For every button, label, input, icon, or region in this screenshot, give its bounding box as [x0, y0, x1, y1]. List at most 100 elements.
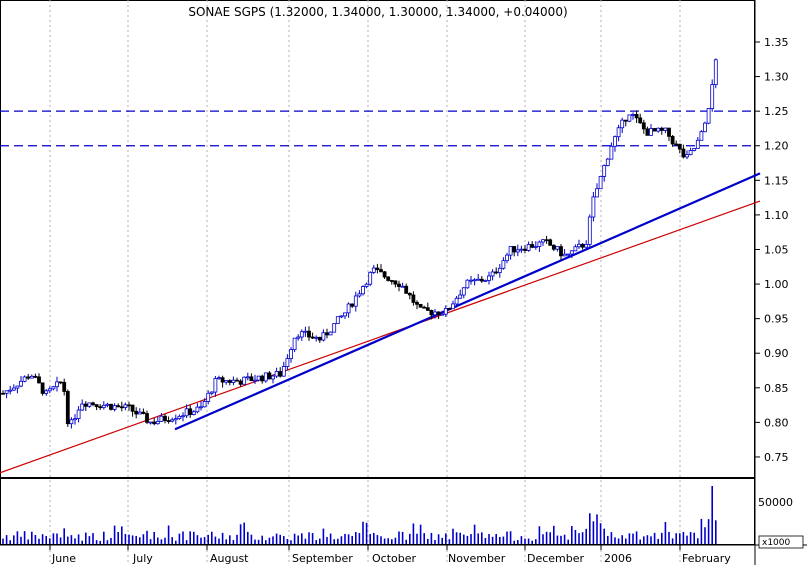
candle-body — [231, 379, 236, 383]
candle-body — [631, 114, 635, 116]
candle-body — [33, 375, 38, 378]
candle-body — [659, 127, 664, 131]
candle-body — [339, 315, 344, 318]
candle-body — [479, 278, 484, 282]
candle-body — [94, 404, 99, 408]
x-month-label: June — [51, 552, 76, 565]
candle-body — [213, 378, 218, 393]
candle-body — [80, 403, 85, 411]
y-tick-label: 1.05 — [764, 243, 789, 256]
trend-lines — [0, 172, 761, 474]
candle-body — [206, 392, 211, 402]
candle-body — [260, 375, 265, 382]
candle-body — [670, 135, 675, 145]
candle-body — [155, 420, 160, 425]
candle-body — [328, 331, 333, 336]
y-axis-ticks: 1.35 1.30 1.25 1.20 1.15 1.10 1.05 1.00 0.95 0.90… — [755, 36, 789, 464]
candle-body — [73, 418, 77, 421]
candle-body — [296, 336, 301, 339]
candle-body — [566, 253, 571, 256]
candle-body — [368, 271, 373, 285]
y-tick-label: 0.75 — [764, 451, 789, 464]
candle-body — [418, 303, 423, 308]
candle-body — [145, 413, 149, 423]
candle-body — [602, 165, 607, 177]
candle-body — [58, 381, 63, 384]
candle-body — [141, 411, 146, 414]
candle-body — [314, 336, 319, 339]
candle-body — [278, 371, 283, 377]
candle-body — [569, 250, 574, 255]
x-month-label: August — [210, 552, 249, 565]
y-tick-label: 0.95 — [764, 313, 789, 326]
candle-body — [137, 411, 142, 415]
candle-body — [562, 253, 567, 257]
candle-body — [433, 311, 437, 316]
candle-body — [127, 404, 131, 407]
candle-body — [55, 381, 59, 388]
candle-body — [195, 406, 200, 413]
candle-body — [609, 145, 614, 160]
x-month-label: December — [527, 552, 585, 565]
candle-body — [508, 246, 513, 256]
candle-body — [494, 271, 499, 274]
candle-body — [411, 294, 416, 303]
candle-body — [202, 401, 207, 408]
candle-body — [159, 415, 164, 422]
candle-body — [335, 316, 340, 324]
x-month-label: July — [132, 552, 153, 565]
candle-body — [245, 376, 250, 379]
candle-body — [713, 59, 718, 85]
support-trendline — [0, 200, 761, 474]
candle-body — [627, 114, 632, 122]
candle-body — [533, 246, 538, 248]
candle-body — [271, 375, 275, 380]
candle-body — [379, 269, 383, 273]
candle-body — [443, 307, 448, 315]
candle-body — [551, 244, 556, 250]
candle-body — [436, 311, 441, 315]
x-month-label: September — [292, 552, 353, 565]
candle-body — [440, 313, 445, 316]
y-tick-label: 1.25 — [764, 105, 789, 118]
candle-body — [429, 309, 434, 316]
candle-body — [548, 239, 553, 246]
candle-body — [166, 420, 171, 422]
candle-body — [173, 418, 178, 421]
candle-body — [299, 331, 304, 338]
candle-body — [181, 415, 185, 418]
candle-body — [623, 119, 628, 122]
candle-body — [587, 216, 592, 245]
candle-body — [235, 379, 239, 382]
candle-body — [497, 267, 502, 273]
candle-body — [44, 390, 49, 394]
candle-body — [476, 278, 481, 281]
candle-body — [224, 380, 229, 383]
candle-body — [105, 403, 110, 406]
candle-body — [515, 249, 520, 253]
candle-body — [274, 371, 279, 377]
candle-body — [584, 243, 589, 248]
candle-body — [116, 405, 121, 408]
candle-body — [357, 293, 362, 297]
candle-body — [616, 127, 621, 138]
candle-body — [1, 392, 5, 395]
candle-body — [267, 372, 272, 380]
candle-body — [573, 246, 578, 252]
grid-lines — [49, 0, 681, 565]
candle-body — [703, 122, 707, 133]
candle-body — [386, 276, 391, 281]
candle-body — [501, 260, 506, 269]
candle-body — [177, 415, 182, 420]
candle-body — [163, 415, 167, 421]
candle-body — [397, 283, 401, 287]
candle-body — [123, 404, 128, 408]
y-tick-label: 1.10 — [764, 209, 789, 222]
candle-body — [382, 271, 387, 278]
y-tick-label: 1.00 — [764, 278, 789, 291]
candle-body — [29, 375, 34, 379]
candle-body — [19, 380, 23, 387]
candle-body — [425, 307, 430, 311]
candle-body — [422, 306, 427, 309]
candle-body — [4, 390, 9, 394]
